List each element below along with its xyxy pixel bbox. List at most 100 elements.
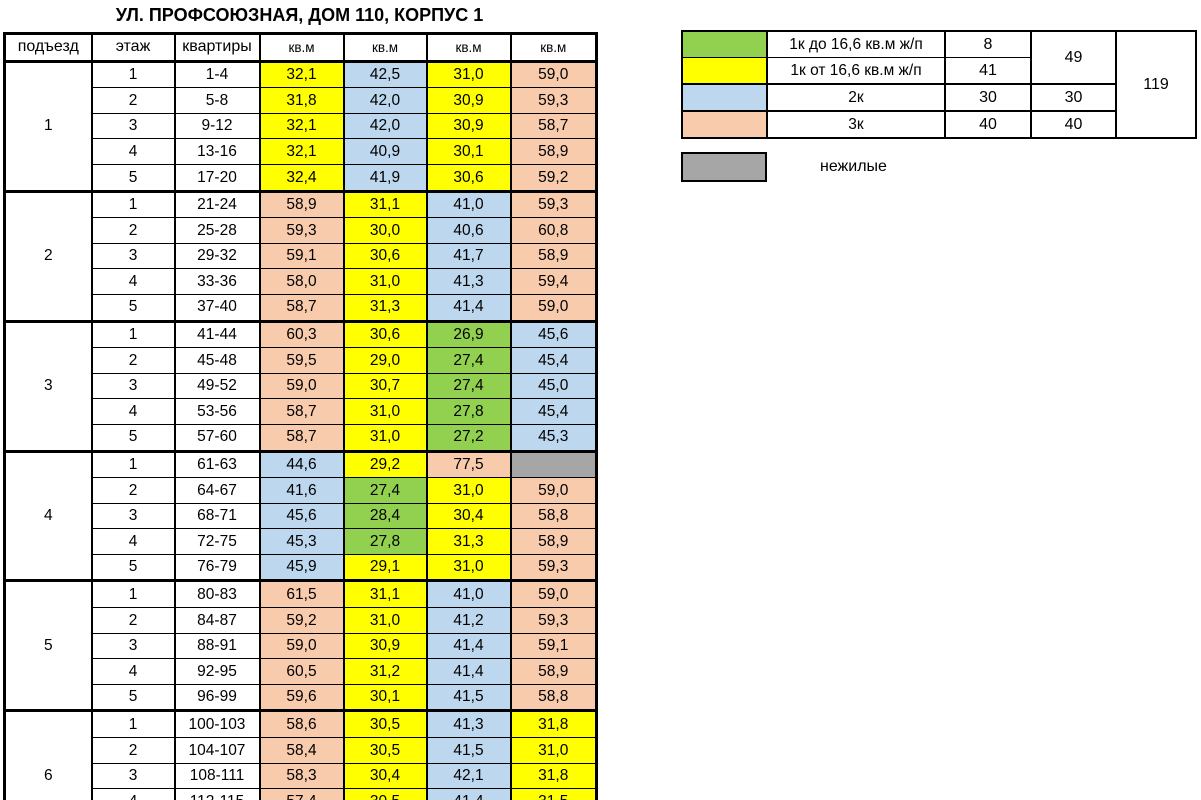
area-cell: 58,9 bbox=[509, 242, 598, 270]
floor-cell: 1 bbox=[90, 319, 176, 349]
legend-row-3k: 3к 40 40 bbox=[681, 110, 1196, 139]
area-cell: 31,1 bbox=[342, 579, 428, 609]
apartments-range-cell: 57-60 bbox=[173, 423, 261, 452]
floor-cell: 5 bbox=[90, 553, 176, 582]
area-cell: 32,4 bbox=[258, 163, 345, 192]
area-cell: 45,6 bbox=[509, 319, 598, 349]
area-cell: 29,1 bbox=[342, 553, 428, 582]
table-row: 3 88-91 59,0 30,9 41,4 59,1 bbox=[5, 632, 598, 660]
area-cell: 59,0 bbox=[509, 293, 598, 322]
area-cell: 30,7 bbox=[342, 372, 428, 400]
area-cell: 60,3 bbox=[258, 319, 345, 349]
area-cell: 30,5 bbox=[342, 709, 428, 739]
area-cell: 40,9 bbox=[342, 138, 428, 165]
legend-label: 2к bbox=[766, 83, 946, 112]
area-cell: 59,0 bbox=[258, 632, 345, 660]
area-cell: 30,6 bbox=[342, 319, 428, 349]
area-cell: 30,1 bbox=[342, 683, 428, 712]
apartments-range-cell: 13-16 bbox=[173, 138, 261, 165]
floor-cell: 1 bbox=[90, 59, 176, 89]
area-cell: 32,1 bbox=[258, 112, 345, 140]
area-cell: 31,3 bbox=[425, 528, 512, 555]
apartments-range-cell: 61-63 bbox=[173, 449, 261, 479]
area-cell: 58,9 bbox=[509, 658, 598, 685]
area-cell: 41,3 bbox=[425, 268, 512, 295]
legend-label: 3к bbox=[766, 110, 946, 139]
table-row: 6 1 100-103 58,6 30,5 41,3 31,8 bbox=[3, 709, 598, 800]
area-cell: 59,0 bbox=[258, 372, 345, 400]
legend-label: 1к до 16,6 кв.м ж/п bbox=[766, 30, 946, 58]
apartments-range-cell: 41-44 bbox=[173, 319, 261, 349]
table-row: 5 96-99 59,6 30,1 41,5 58,8 bbox=[5, 683, 598, 712]
area-cell: 41,6 bbox=[258, 477, 345, 504]
column-header: квартиры bbox=[173, 33, 261, 63]
table-row: 4 53-56 58,7 31,0 27,8 45,4 bbox=[5, 398, 598, 425]
legend-table: 1к до 16,6 кв.м ж/п 8 49 119 1к от 16,6 … bbox=[681, 30, 1197, 139]
floor-cell: 3 bbox=[90, 632, 176, 660]
area-cell: 27,8 bbox=[342, 528, 428, 555]
apartments-range-cell: 92-95 bbox=[173, 658, 261, 685]
area-cell: 59,3 bbox=[509, 189, 598, 219]
area-cell: 77,5 bbox=[425, 449, 512, 479]
floor-cell: 5 bbox=[90, 163, 176, 192]
floor-cell: 4 bbox=[90, 268, 176, 295]
apartments-range-cell: 80-83 bbox=[173, 579, 261, 609]
area-cell: 59,5 bbox=[258, 347, 345, 374]
area-cell: 31,2 bbox=[342, 658, 428, 685]
area-cell: 59,2 bbox=[509, 163, 598, 192]
area-cell: 31,8 bbox=[258, 87, 345, 114]
area-cell: 31,0 bbox=[425, 477, 512, 504]
area-cell: 31,5 bbox=[509, 788, 598, 800]
area-cell: 29,0 bbox=[342, 347, 428, 374]
apartments-range-cell: 72-75 bbox=[173, 528, 261, 555]
floor-cell: 2 bbox=[90, 87, 176, 114]
entrance-cell: 3 bbox=[3, 319, 93, 452]
area-cell: 30,9 bbox=[342, 632, 428, 660]
page-title: УЛ. ПРОФСОЮЗНАЯ, ДОМ 110, КОРПУС 1 bbox=[115, 5, 484, 25]
entrance-cell: 5 bbox=[3, 579, 93, 712]
area-cell: 58,6 bbox=[258, 709, 345, 739]
entrance-cell: 1 bbox=[3, 59, 93, 192]
apartments-range-cell: 37-40 bbox=[173, 293, 261, 322]
table-row: 5 1 80-83 61,5 31,1 41,0 59,0 bbox=[3, 579, 598, 712]
area-cell: 41,5 bbox=[425, 737, 512, 764]
area-cell: 32,1 bbox=[258, 59, 345, 89]
table-row: 4 72-75 45,3 27,8 31,3 58,9 bbox=[5, 528, 598, 555]
area-cell: 45,3 bbox=[258, 528, 345, 555]
apartments-range-cell: 49-52 bbox=[173, 372, 261, 400]
area-cell: 31,1 bbox=[342, 189, 428, 219]
area-cell: 31,0 bbox=[425, 59, 512, 89]
area-cell: 27,4 bbox=[342, 477, 428, 504]
area-cell: 30,4 bbox=[425, 502, 512, 530]
area-cell: 26,9 bbox=[425, 319, 512, 349]
area-cell: 58,8 bbox=[509, 502, 598, 530]
area-cell: 58,7 bbox=[258, 398, 345, 425]
area-cell: 61,5 bbox=[258, 579, 345, 609]
table-row: 3 1 41-44 60,3 30,6 26,9 45,6 bbox=[3, 319, 598, 452]
area-cell: 41,4 bbox=[425, 658, 512, 685]
floor-cell: 3 bbox=[90, 242, 176, 270]
floor-cell: 5 bbox=[90, 683, 176, 712]
area-cell: 41,4 bbox=[425, 632, 512, 660]
blue-swatch bbox=[681, 83, 768, 112]
area-cell: 27,8 bbox=[425, 398, 512, 425]
area-cell: 31,0 bbox=[342, 607, 428, 634]
area-cell: 58,7 bbox=[509, 112, 598, 140]
table-row: 4 1 61-63 44,6 29,2 77,5 bbox=[3, 449, 598, 582]
floor-cell: 5 bbox=[90, 423, 176, 452]
floor-cell: 3 bbox=[90, 372, 176, 400]
area-cell: 58,9 bbox=[258, 189, 345, 219]
apartments-range-cell: 21-24 bbox=[173, 189, 261, 219]
area-cell: 58,4 bbox=[258, 737, 345, 764]
area-cell: 41,4 bbox=[425, 293, 512, 322]
table-row: 1 1 1-4 32,1 42,5 31,0 59,0 bbox=[3, 59, 598, 192]
apartments-range-cell: 64-67 bbox=[173, 477, 261, 504]
legend-total: 119 bbox=[1115, 30, 1197, 139]
area-cell: 41,3 bbox=[425, 709, 512, 739]
apartments-range-cell: 1-4 bbox=[173, 59, 261, 89]
area-cell: 45,6 bbox=[258, 502, 345, 530]
area-cell: 58,7 bbox=[258, 293, 345, 322]
area-cell: 45,0 bbox=[509, 372, 598, 400]
table-row: 3 29-32 59,1 30,6 41,7 58,9 bbox=[5, 242, 598, 270]
area-cell: 58,7 bbox=[258, 423, 345, 452]
